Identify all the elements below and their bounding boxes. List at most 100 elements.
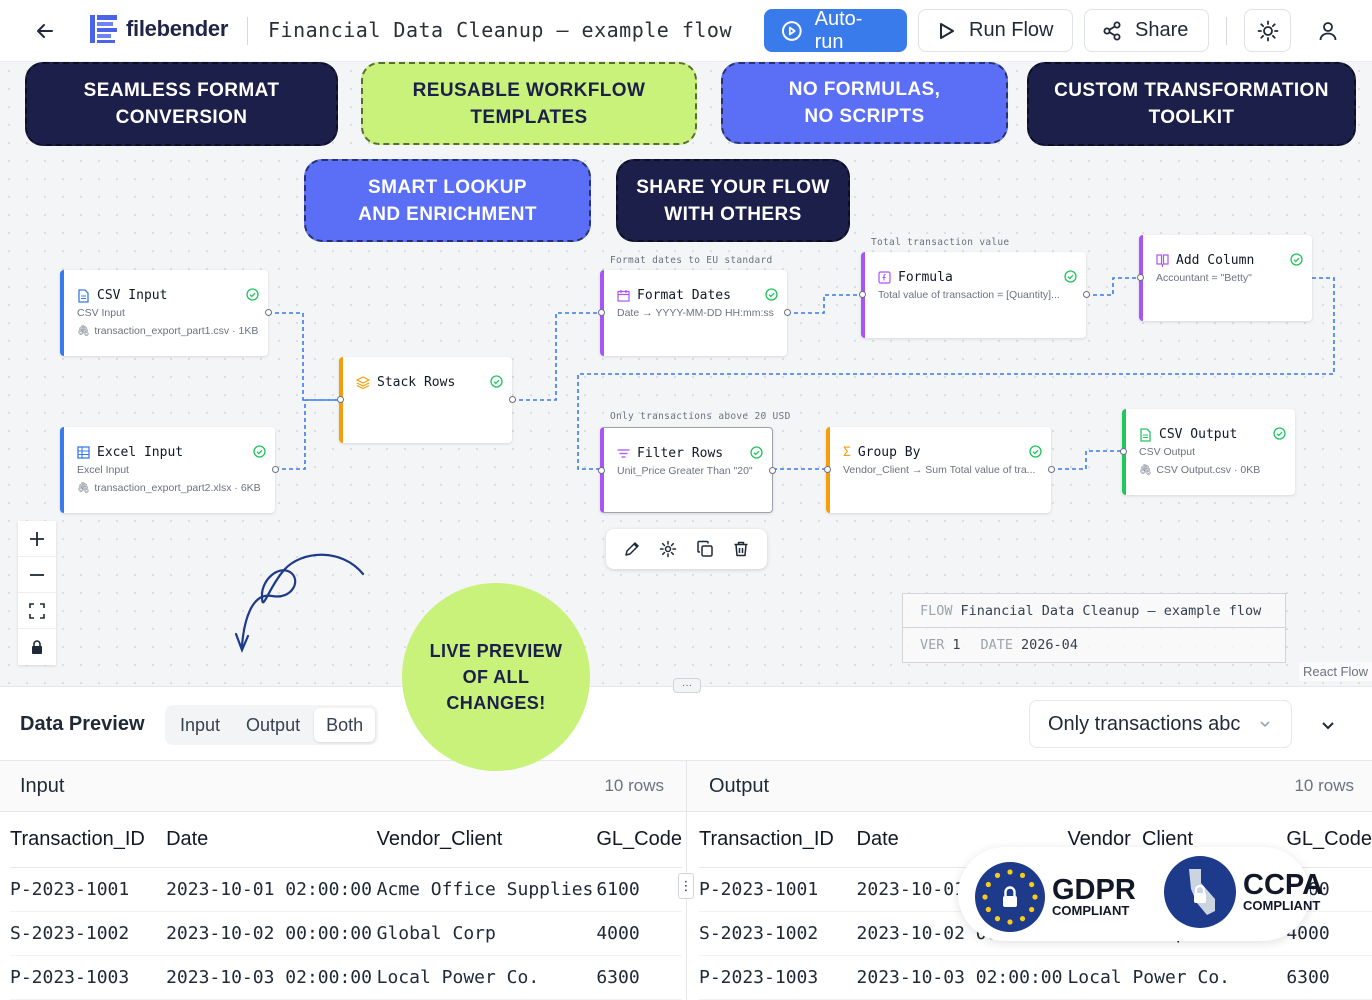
node-title: Formula [878, 270, 953, 285]
node-subtitle: Total value of transaction = [Quantity].… [878, 289, 1060, 301]
node-handle-output[interactable] [769, 467, 776, 474]
node-handle-input[interactable] [1120, 448, 1127, 455]
tab-input[interactable]: Input [180, 714, 221, 735]
node-formula[interactable]: Formula Total value of transaction = [Qu… [859, 252, 1090, 338]
pencil-icon [625, 542, 639, 556]
node-csv-input[interactable]: CSV Input CSV Input 🖇 transaction_export_… [60, 270, 272, 356]
live-preview-badge: LIVE PREVIEW OF ALL CHANGES! [402, 583, 590, 771]
node-handle-output[interactable] [1048, 466, 1055, 473]
panel-resize-handle[interactable]: ··· [673, 678, 701, 693]
table-cell: S-2023-1002 [699, 911, 857, 956]
react-flow-attribution[interactable]: React Flow [1298, 662, 1372, 681]
node-handle-output[interactable] [1083, 291, 1090, 298]
node-filter-rows[interactable]: Filter Rows Unit_Price Greater Than "20" [598, 427, 776, 513]
table-cell: Local Power Co. [1067, 955, 1287, 1000]
table-header-row: Transaction_ID Date Vendor_Client GL_Cod… [699, 812, 1372, 868]
node-annotation: Format dates to EU standard [610, 255, 773, 266]
autorun-button[interactable]: Auto-run [764, 8, 907, 53]
copy-icon [696, 540, 713, 557]
fit-view-button[interactable] [18, 593, 56, 629]
zoom-out-button[interactable] [18, 557, 56, 593]
run-flow-label: Run Flow [969, 19, 1054, 41]
star-icon [1032, 894, 1038, 900]
header-divider [247, 17, 248, 45]
column-header[interactable]: GL_Code [596, 812, 682, 868]
table-cell: Acme Office Supplies [376, 867, 597, 912]
node-handle-input[interactable] [598, 309, 605, 316]
calendar-icon [617, 290, 630, 302]
row-menu-button[interactable]: ⋮ [678, 873, 694, 899]
edge-excel-stack [275, 399, 339, 470]
node-handle-output[interactable] [509, 396, 516, 403]
plus-icon [30, 531, 44, 546]
delete-button[interactable] [728, 536, 754, 562]
node-add-column[interactable]: Add Column Accountant = "Betty" [1137, 235, 1312, 321]
node-handle-input[interactable] [337, 396, 344, 403]
trash-icon [734, 541, 748, 557]
node-handle-input[interactable] [824, 466, 831, 473]
column-header[interactable]: Transaction_ID [699, 812, 857, 868]
header-divider [1226, 17, 1227, 45]
table-row: P-2023-1003 2023-10-03 02:00:00 Local Po… [699, 955, 1372, 1000]
app-header: filebender Financial Data Cleanup – exam… [0, 0, 1372, 62]
star-icon [1029, 906, 1035, 913]
zoom-in-button[interactable] [18, 521, 56, 557]
node-title: Add Column [1156, 253, 1254, 268]
node-toolbar [606, 529, 767, 569]
node-format-dates[interactable]: Format Dates Date → YYYY-MM-DD HH:mm:ss [598, 270, 791, 356]
node-handle-output[interactable] [784, 309, 791, 316]
theme-toggle-button[interactable] [1244, 9, 1291, 52]
minus-icon [30, 573, 44, 576]
node-select[interactable]: Only transactions abc [1029, 700, 1292, 748]
node-title: Excel Input [77, 445, 183, 460]
column-header[interactable]: Vendor_Client [376, 812, 597, 868]
node-handle-input[interactable] [598, 467, 605, 474]
logo[interactable]: filebender [86, 12, 228, 46]
node-handle-output[interactable] [272, 466, 279, 473]
lock-button[interactable] [18, 629, 56, 665]
feature-badge-format-conversion: SEAMLESS FORMAT CONVERSION [25, 62, 338, 146]
table-cell: P-2023-1001 [699, 867, 857, 912]
node-annotation: Total transaction value [871, 237, 1010, 248]
node-select-value: Only transactions abc [1048, 712, 1241, 735]
node-group-by[interactable]: Σ Group By Vendor_Client → Sum Total val… [824, 427, 1055, 513]
star-icon [1007, 919, 1013, 925]
run-flow-button[interactable]: Run Flow [918, 9, 1073, 52]
table-header-row: Transaction_ID Date Vendor_Client GL_Cod… [10, 812, 682, 868]
flow-canvas[interactable]: SEAMLESS FORMAT CONVERSION REUSABLE WORK… [0, 62, 1372, 686]
ccpa-badge: CCPA COMPLIANT [1163, 855, 1323, 929]
preview-mode-toggle: Input Output Both [165, 705, 379, 745]
user-menu-button[interactable] [1311, 14, 1345, 48]
share-button[interactable]: Share [1084, 9, 1209, 52]
settings-button[interactable] [655, 536, 681, 562]
node-handle-input[interactable] [1137, 274, 1144, 281]
input-table: Transaction_ID Date Vendor_Client GL_Cod… [10, 812, 682, 1000]
collapse-preview-button[interactable] [1314, 711, 1342, 744]
feature-badge-no-formulas: NO FORMULAS, NO SCRIPTS [721, 62, 1008, 144]
compliance-badges: GDPR COMPLIANT CCPA COMPLIANT [958, 847, 1323, 941]
back-button[interactable] [28, 14, 62, 48]
column-header[interactable]: Transaction_ID [10, 812, 167, 868]
edge-formula-addcol [1086, 277, 1139, 296]
duplicate-button[interactable] [692, 536, 718, 562]
star-icon [1029, 881, 1035, 888]
table-cell: 2023-10-02 00:00:00 [166, 911, 377, 956]
column-header[interactable]: GL_Code [1286, 812, 1372, 868]
node-subtitle: Unit_Price Greater Than "20" [617, 465, 753, 477]
node-stack-rows[interactable]: Stack Rows [337, 357, 516, 443]
share-icon [1103, 21, 1121, 40]
tab-both[interactable]: Both [314, 708, 376, 742]
paperclip-icon: 🖇 [77, 482, 91, 494]
table-cell: Global Corp [376, 911, 597, 956]
node-handle-output[interactable] [265, 309, 272, 316]
flow-title[interactable]: Financial Data Cleanup – example flow [268, 18, 733, 42]
tab-output[interactable]: Output [246, 714, 301, 735]
column-header[interactable]: Date [166, 812, 377, 868]
node-excel-input[interactable]: Excel Input Excel Input 🖇 transaction_exp… [60, 427, 279, 513]
node-handle-input[interactable] [859, 291, 866, 298]
node-csv-output[interactable]: CSV Output CSV Output 🖇 CSV Output.csv · … [1120, 409, 1295, 495]
edit-button[interactable] [619, 536, 645, 562]
input-panel-header: Input 10 rows [0, 760, 686, 812]
table-cell: 6100 [596, 867, 682, 912]
node-subtitle: CSV Input [77, 307, 125, 319]
